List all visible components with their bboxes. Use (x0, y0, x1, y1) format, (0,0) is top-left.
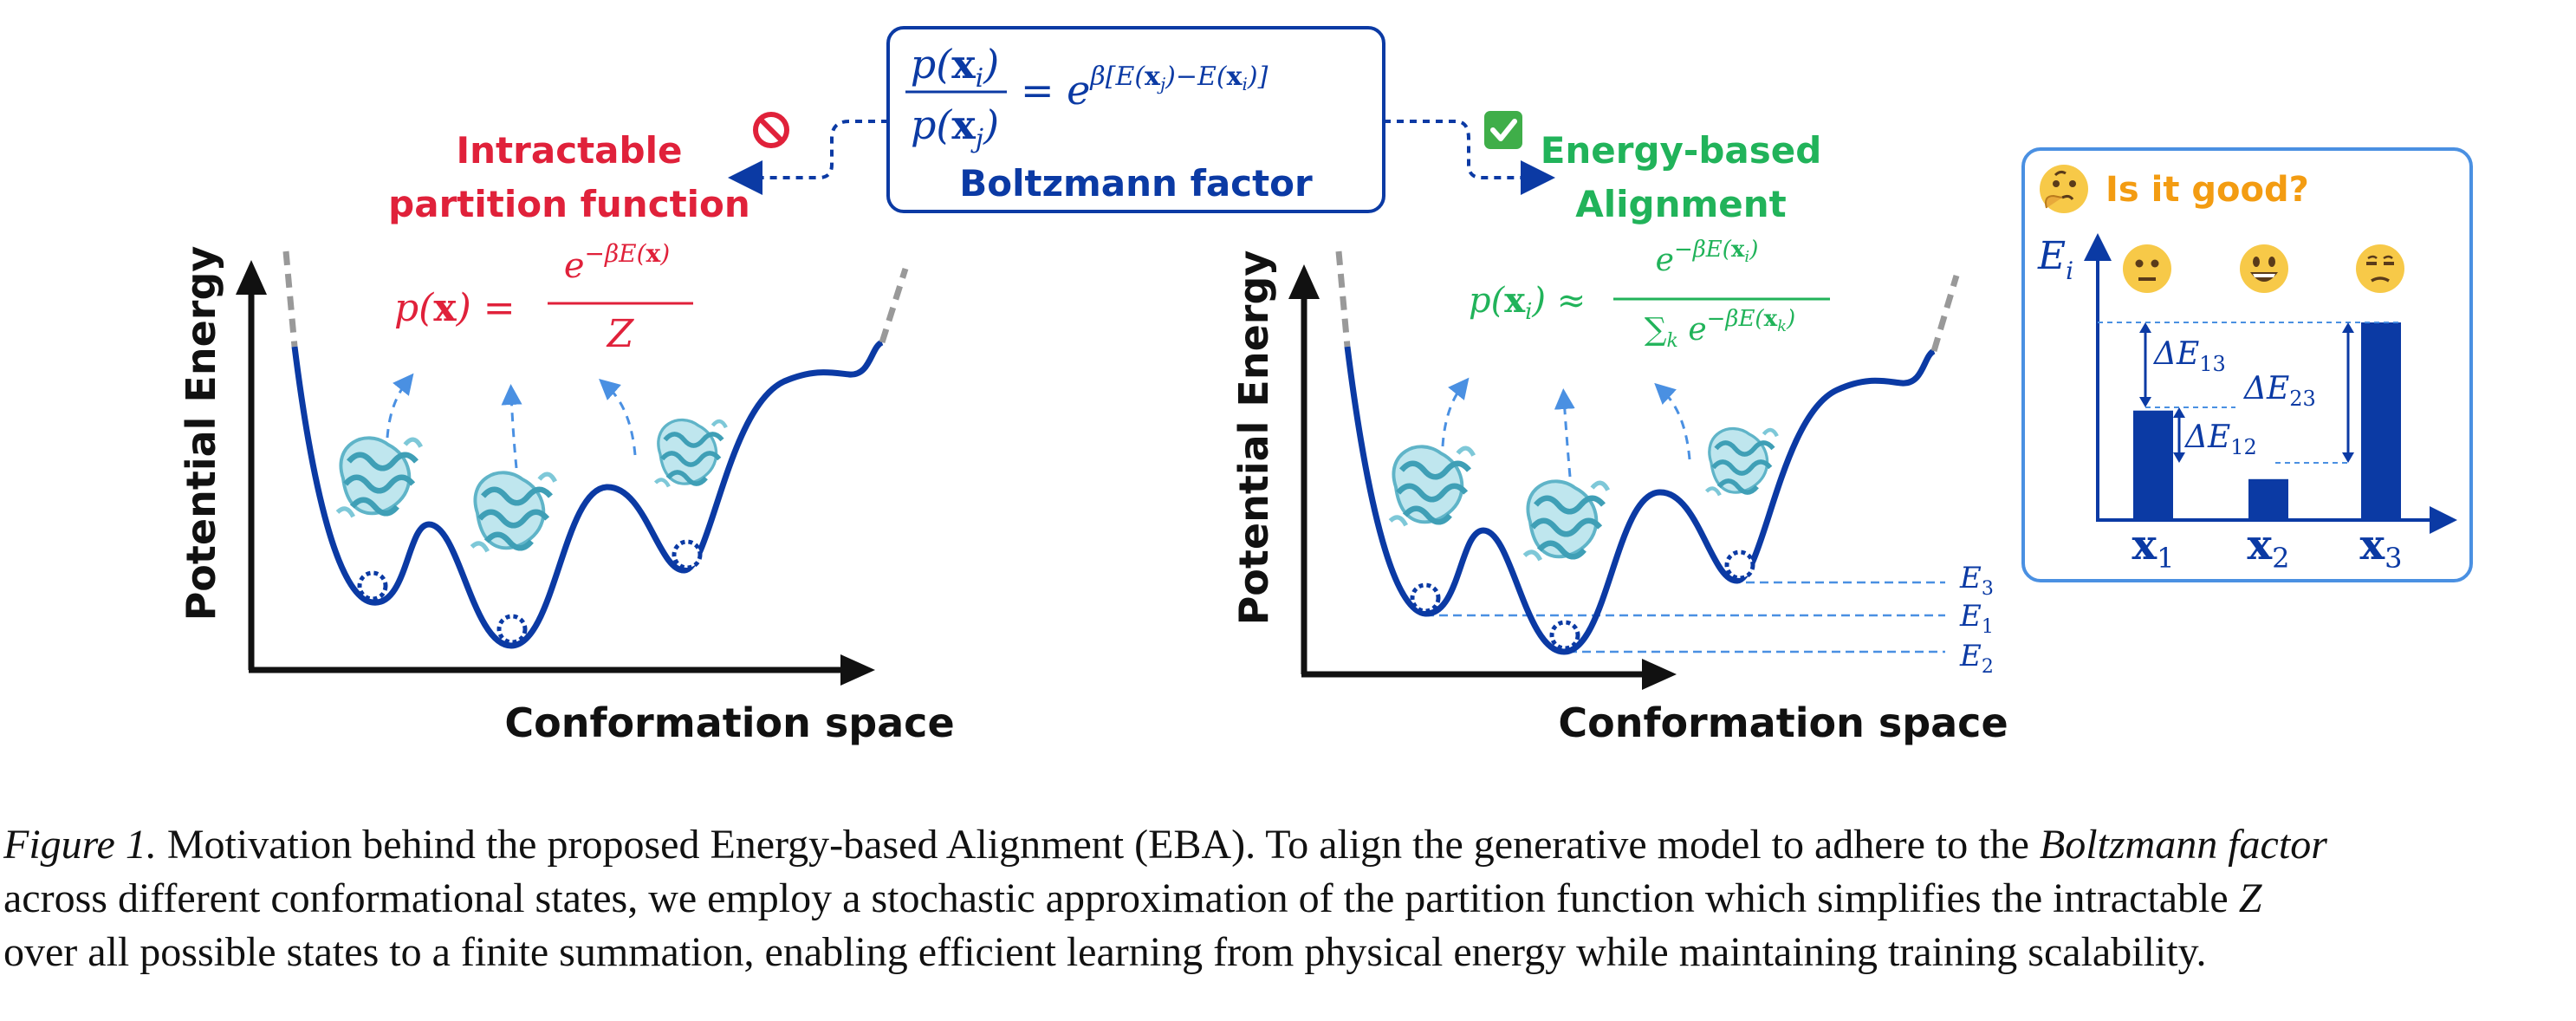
middle-heading-line2: Alignment (1575, 183, 1787, 225)
middle-formula-denominator: ∑k e−βE(xk) (1645, 306, 1795, 352)
left-formula-lhs: p(x) = (394, 286, 516, 330)
middle-energy-dashed-left (1335, 250, 1351, 348)
middle-heading-line1: Energy-based (1541, 129, 1822, 172)
left-heading-line1: Intractable (457, 129, 683, 172)
middle-arrow-2 (1554, 388, 1575, 478)
unamused-face-icon (2356, 244, 2404, 293)
left-arrow-2 (501, 384, 522, 469)
thinking-face-icon (2040, 165, 2088, 213)
middle-y-axis-label: Potential Energy (1230, 250, 1277, 626)
caption-line2-text: across different conformational states, … (3, 875, 2229, 921)
figure-caption: Figure 1. Motivation behind the proposed… (3, 818, 2568, 979)
caption-boltzmann-term: Boltzmann factor (2039, 822, 2327, 868)
middle-protein-2 (1525, 481, 1608, 560)
caption-line-2: across different conformational states, … (3, 872, 2568, 926)
right-panel-title: Is it good? (2106, 170, 2309, 210)
left-protein-1 (338, 438, 421, 517)
grinning-face-icon (2240, 244, 2288, 293)
left-energy-curve (291, 339, 884, 649)
caption-figure-label: Figure 1. (3, 822, 157, 868)
energy-level-e2-label: E2 (1959, 639, 1994, 678)
left-x-axis-label: Conformation space (504, 699, 954, 746)
boltzmann-box: p(xi) p(xj) = eβ[E(xj)−E(xi)] Boltzmann … (886, 26, 1385, 213)
left-energy-dashed-left (282, 250, 298, 348)
connector-left (728, 120, 888, 195)
bar-x1 (2133, 410, 2173, 518)
check-mark-icon (1484, 111, 1522, 149)
boltzmann-title: Boltzmann factor (959, 162, 1313, 205)
boltzmann-ratio-rhs: = eβ[E(xj)−E(xi)] (1021, 62, 1269, 114)
middle-arrow-3 (1654, 382, 1691, 460)
middle-protein-1 (1391, 446, 1474, 525)
left-formula-numerator: e−βE(x) (564, 239, 670, 286)
left-heading-line2: partition function (388, 183, 750, 225)
left-state-marker-1 (357, 570, 388, 602)
left-panel: Intractable partition function p(x) = e−… (178, 129, 955, 746)
left-state-marker-3 (672, 539, 703, 570)
middle-x-axis-label: Conformation space (1558, 699, 2008, 746)
caption-line-3: over all possible states to a finite sum… (3, 929, 2207, 975)
bar-x2 (2248, 478, 2288, 518)
left-energy-dashed-right (879, 267, 909, 344)
connector-right (1384, 120, 1555, 195)
middle-protein-3 (1707, 429, 1777, 496)
right-panel: Is it good? Ei ΔE13 (2021, 147, 2473, 582)
boltzmann-ratio-numerator: p(xi) (911, 41, 999, 94)
left-protein-2 (472, 472, 555, 551)
caption-line-1: Figure 1. Motivation behind the proposed… (3, 818, 2568, 872)
left-formula-denominator: Z (606, 312, 635, 356)
left-state-marker-2 (496, 614, 528, 645)
energy-level-e1-label: E1 (1959, 599, 1994, 638)
boltzmann-ratio-denominator: p(xj) (911, 101, 999, 154)
right-bar-group (2133, 322, 2401, 518)
middle-formula-numerator: e−βE(xi) (1656, 237, 1759, 278)
middle-formula-lhs: p(xi) ≈ (1469, 280, 1586, 325)
left-y-axis-label: Potential Energy (178, 246, 224, 621)
caption-z-symbol: Z (2238, 875, 2262, 921)
middle-panel: Energy-based Alignment p(xi) ≈ e−βE(xi) … (1230, 129, 2008, 746)
middle-state-marker-1 (1410, 582, 1441, 614)
bar-x3 (2361, 322, 2401, 518)
middle-energy-dashed-right (1930, 274, 1960, 353)
energy-level-e3-label: E3 (1959, 561, 1994, 600)
prohibited-icon (753, 112, 789, 148)
left-protein-3 (656, 420, 726, 487)
left-arrow-3 (599, 379, 637, 456)
caption-line1-text: Motivation behind the proposed Energy-ba… (166, 822, 2029, 868)
left-arrow-1 (386, 373, 414, 439)
middle-state-marker-3 (1724, 550, 1755, 581)
middle-arrow-1 (1441, 377, 1470, 447)
middle-energy-curve (1344, 346, 1937, 655)
middle-state-marker-2 (1549, 620, 1580, 651)
neutral-face-icon (2123, 244, 2171, 293)
figure-canvas: p(xi) p(xj) = eβ[E(xj)−E(xi)] Boltzmann … (178, 26, 2473, 746)
